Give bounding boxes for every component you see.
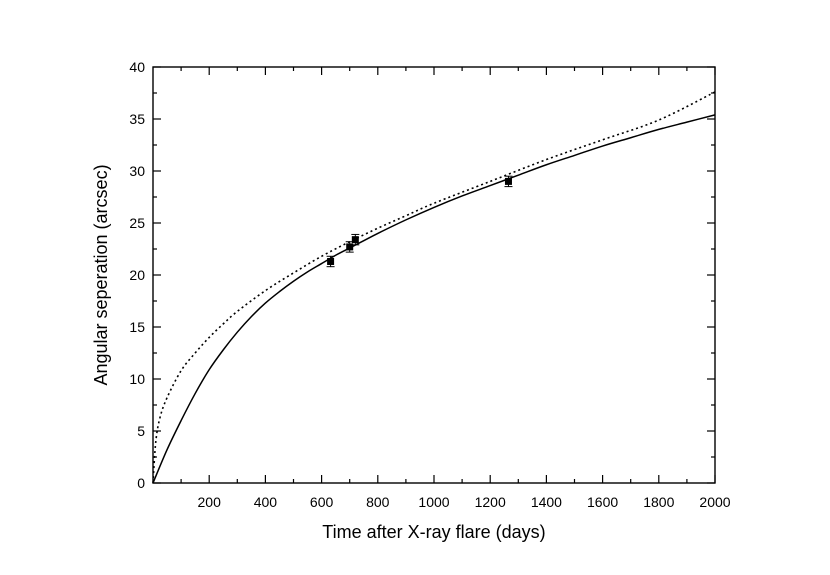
y-tick-label: 5 xyxy=(137,423,145,439)
y-tick-label: 15 xyxy=(129,319,145,335)
x-tick-label: 1600 xyxy=(587,494,618,510)
x-tick-label: 200 xyxy=(198,494,222,510)
data-point xyxy=(327,257,335,265)
data-point xyxy=(346,243,354,251)
x-axis-title: Time after X-ray flare (days) xyxy=(322,522,545,542)
y-tick-label: 35 xyxy=(129,111,145,127)
x-tick-label: 2000 xyxy=(699,494,730,510)
y-tick-label: 10 xyxy=(129,371,145,387)
plot-frame xyxy=(152,66,716,484)
x-tick-label: 800 xyxy=(366,494,390,510)
data-point xyxy=(351,236,359,244)
y-tick-label: 40 xyxy=(129,59,145,75)
data-point xyxy=(504,177,512,185)
x-tick-label: 1200 xyxy=(475,494,506,510)
points-layer xyxy=(326,175,513,268)
ticks-layer xyxy=(153,66,716,484)
x-tick-label: 400 xyxy=(254,494,278,510)
y-tick-label: 0 xyxy=(137,475,145,491)
y-tick-label: 20 xyxy=(129,267,145,283)
solid-curve xyxy=(152,114,716,484)
dotted-curve xyxy=(152,91,716,484)
y-tick-label: 30 xyxy=(129,163,145,179)
x-tick-label: 1800 xyxy=(643,494,674,510)
curves-layer xyxy=(152,91,716,484)
y-axis-title: Angular seperation (arcsec) xyxy=(91,164,111,385)
tick-labels-layer: 200 400 600 800 1000 1200 1400 1600 1800 2000 0 5 10… xyxy=(129,59,730,510)
x-tick-label: 600 xyxy=(310,494,334,510)
x-tick-label: 1000 xyxy=(418,494,449,510)
x-tick-label: 1400 xyxy=(531,494,562,510)
y-tick-label: 25 xyxy=(129,215,145,231)
